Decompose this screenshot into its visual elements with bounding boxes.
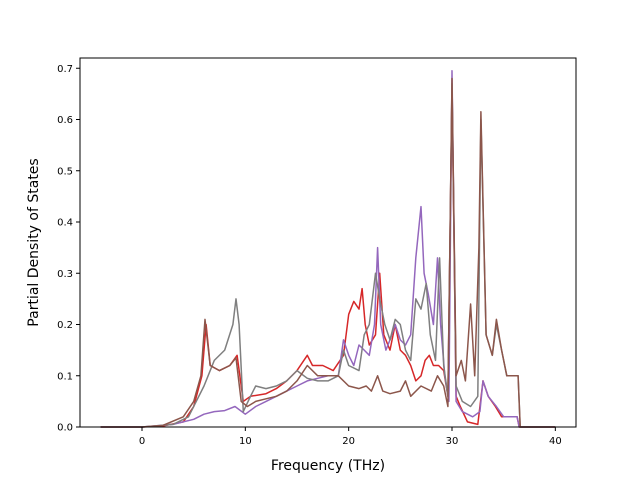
x-tick-label: 20 bbox=[342, 436, 355, 447]
x-tick-label: 40 bbox=[549, 436, 562, 447]
x-tick-label: 10 bbox=[239, 436, 252, 447]
series-line-2 bbox=[100, 70, 556, 428]
axis-ticks: 0 10 20 30 40 0.0 0.1 0.2 0.3 0.4 0.5 0.6 0.7 bbox=[57, 64, 562, 447]
series-line-4 bbox=[100, 77, 556, 428]
series-lines bbox=[100, 70, 556, 428]
x-tick-label: 30 bbox=[446, 436, 459, 447]
plot-frame bbox=[79, 57, 577, 428]
y-tick-label: 0.4 bbox=[57, 218, 73, 229]
y-tick-label: 0.7 bbox=[57, 64, 73, 75]
y-tick-label: 0.2 bbox=[57, 320, 73, 331]
y-tick-label: 0.5 bbox=[57, 166, 73, 177]
y-tick-label: 0.0 bbox=[57, 423, 73, 434]
y-tick-label: 0.3 bbox=[57, 269, 73, 280]
y-tick-label: 0.1 bbox=[57, 371, 73, 382]
x-tick-label: 0 bbox=[139, 436, 145, 447]
y-axis-label: Partial Density of States bbox=[26, 158, 42, 326]
series-line-3 bbox=[100, 82, 556, 428]
x-axis-label: Frequency (THz) bbox=[271, 458, 385, 474]
y-tick-label: 0.6 bbox=[57, 115, 73, 126]
